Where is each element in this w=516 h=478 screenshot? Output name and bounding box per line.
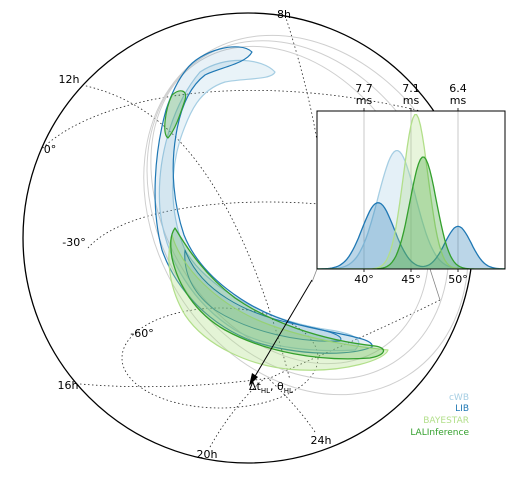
arrow (249, 279, 313, 386)
arrow-label: ΔtHL, θHL (249, 380, 293, 395)
dec-label-0: 0° (44, 143, 57, 156)
inset-line-LIB (317, 202, 505, 269)
inset-toptick-value-0: 7.7 (355, 82, 373, 95)
arrow-shaft (253, 279, 313, 379)
ra-line-16h (79, 377, 271, 388)
region-cWB (158, 59, 360, 352)
arrow-head (249, 373, 258, 386)
ra-label-16h: 16h (58, 379, 79, 392)
inset-area-LIB (317, 202, 505, 269)
dec-line-minus60 (121, 307, 319, 409)
inset-toptick-value-2: 6.4 (449, 82, 467, 95)
region-LALInference-south (170, 227, 385, 360)
ra-line-8h (283, 13, 321, 161)
dec-label-minus30: -30° (62, 236, 85, 249)
ra-label-20h: 20h (197, 448, 218, 461)
inset-line-cWB (317, 149, 505, 269)
leader-right (429, 268, 441, 301)
inset-toptick-unit-2: ms (450, 94, 467, 107)
region-LALInference-north (164, 90, 187, 139)
inset-toptick-unit-0: ms (356, 94, 373, 107)
ra-label-12h: 12h (59, 73, 80, 86)
dec-line-0 (31, 90, 473, 161)
inset-line-BAYESTAR (317, 113, 505, 269)
legend-item-LIB: LIB (455, 404, 469, 414)
legend: cWB LIB BAYESTAR LALInference (410, 393, 469, 438)
inset-series (317, 113, 505, 269)
legend-item-BAYESTAR: BAYESTAR (423, 416, 469, 426)
inset-xtick-label-1: 45° (401, 273, 421, 286)
ra-label-8h: 8h (277, 8, 291, 21)
inset-area-BAYESTAR (317, 114, 505, 269)
inset-xtick-label-0: 40° (354, 273, 374, 286)
dec-label-minus60: -60° (130, 327, 153, 340)
inset-area-cWB (317, 150, 505, 269)
ra-line-24h (267, 377, 316, 433)
inset-xtick-label-2: 50° (448, 273, 468, 286)
inset-area-LALInference (317, 157, 505, 269)
legend-item-LALInference: LALInference (410, 428, 469, 438)
ra-line-20h (209, 377, 266, 448)
inset-toptick-unit-1: ms (403, 94, 420, 107)
legend-item-cWB: cWB (449, 393, 469, 403)
inset-leaders (311, 268, 441, 301)
credible-regions (154, 46, 389, 371)
ra-line-12h (81, 84, 291, 381)
ra-label-24h: 24h (311, 434, 332, 447)
region-BAYESTAR (168, 234, 389, 371)
inset-toptick-value-1: 7.1 (402, 82, 420, 95)
leader-left (311, 268, 318, 283)
